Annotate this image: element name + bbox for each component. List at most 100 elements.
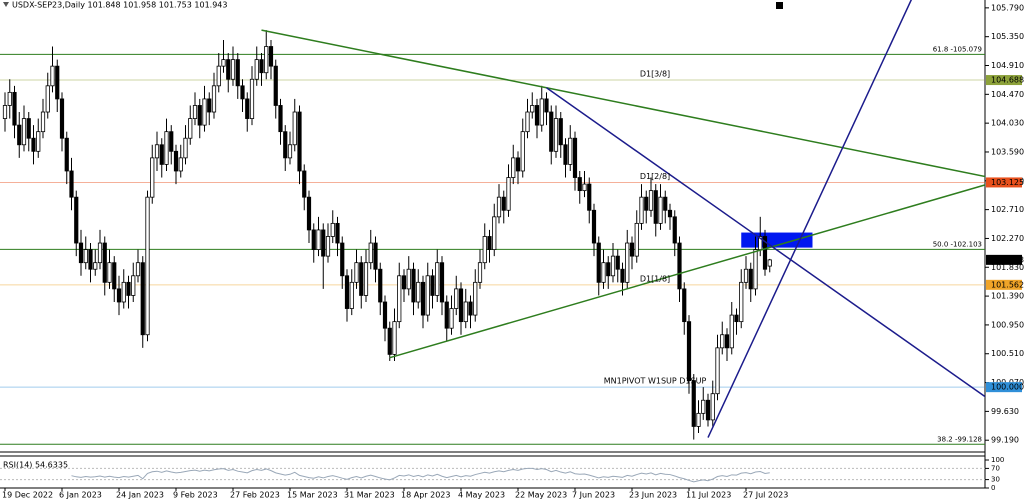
candle-body	[425, 275, 430, 316]
candle-body	[663, 196, 668, 211]
candle-body	[306, 196, 312, 231]
x-tick-label: 23 Jun 2023	[629, 491, 677, 500]
candle-body	[682, 288, 687, 323]
candle-body	[283, 131, 288, 159]
x-tick-label: 15 Mar 2023	[287, 491, 338, 500]
candle-body	[335, 222, 340, 244]
candle-body	[677, 242, 682, 290]
price-label: 101.562	[991, 280, 1024, 289]
candle-body	[696, 412, 701, 427]
candle-body	[454, 288, 459, 309]
candle-body	[615, 255, 620, 270]
candle-body	[268, 46, 274, 67]
candle-body	[739, 281, 744, 323]
candle-body	[492, 216, 497, 250]
candle-body	[715, 347, 720, 395]
price-label-box	[986, 177, 1022, 188]
y-tick-label: 101.830	[991, 263, 1024, 272]
candle-body	[164, 131, 169, 165]
candle-body	[197, 105, 202, 126]
candle-body	[501, 196, 506, 211]
candle-body	[259, 59, 264, 74]
rsi-title: RSI(14) 54.6335	[3, 461, 68, 470]
candle-body	[563, 144, 568, 165]
candle-body	[629, 242, 635, 257]
trade-button[interactable]	[776, 2, 783, 9]
candle-body	[724, 334, 730, 349]
x-tick-label: 11 Jul 2023	[686, 491, 731, 500]
candle-body	[435, 262, 440, 296]
candle-body	[382, 301, 388, 329]
candle-body	[672, 216, 677, 244]
candle-body	[40, 111, 46, 133]
rsi-line	[71, 467, 770, 483]
candle-body	[192, 105, 198, 119]
y-tick-label: 104.470	[991, 90, 1024, 99]
price-label-box	[986, 75, 1022, 86]
rsi-tick-label: 100	[991, 456, 1004, 464]
candle-body	[202, 98, 207, 126]
price-label-box	[986, 382, 1022, 393]
candle-body	[387, 327, 392, 355]
candle-body	[496, 196, 502, 218]
x-tick-label: 22 May 2023	[515, 491, 567, 500]
candle-body	[235, 59, 240, 87]
candle-body	[26, 118, 31, 139]
trendline	[389, 184, 985, 359]
candle-body	[302, 170, 307, 198]
candle-body	[50, 65, 55, 87]
candle-body	[416, 281, 421, 303]
candle-body	[359, 262, 364, 296]
candle-body	[36, 131, 41, 152]
candle-body	[150, 157, 155, 198]
trendline	[261, 29, 985, 178]
candle-body	[55, 65, 60, 100]
candle-body	[449, 308, 454, 329]
candle-body	[577, 177, 582, 192]
candle-body	[273, 65, 278, 106]
candle-body	[444, 301, 449, 329]
candle-body	[159, 144, 164, 165]
price-label: 100.000	[991, 383, 1024, 392]
candle-body	[620, 268, 625, 283]
candle-body	[625, 242, 630, 283]
candle-body	[686, 321, 692, 381]
candle-body	[17, 124, 22, 146]
candle-body	[154, 144, 160, 159]
candle-body	[363, 262, 369, 296]
candle-body	[568, 137, 573, 165]
candle-body	[430, 275, 435, 296]
candle-body	[411, 268, 416, 303]
trendline	[546, 87, 985, 398]
candle-body	[226, 59, 231, 80]
candle-body	[78, 242, 84, 264]
candle-body	[245, 98, 250, 119]
candle-body	[173, 150, 179, 172]
candle-body	[7, 91, 12, 106]
candle-body	[211, 85, 217, 113]
candle-body	[88, 249, 93, 270]
candle-body	[473, 281, 478, 316]
candle-body	[587, 183, 592, 211]
candle-body	[653, 190, 658, 224]
candle-body	[477, 262, 483, 283]
price-label: 103.125	[991, 178, 1024, 187]
x-tick-label: 7 Jun 2023	[572, 491, 615, 500]
x-tick-label: 4 May 2023	[458, 491, 505, 500]
candle-body	[264, 46, 269, 74]
candle-body	[482, 236, 487, 264]
current-price: 101.943	[991, 255, 1024, 264]
candle-body	[135, 262, 141, 277]
candle-body	[330, 222, 335, 237]
candle-body	[601, 262, 606, 283]
candle-body	[463, 301, 468, 323]
trendline	[707, 0, 913, 438]
y-tick-label: 100.510	[991, 349, 1024, 358]
x-tick-label: 6 Jan 2023	[59, 491, 102, 500]
candle-body	[325, 236, 331, 257]
candle-body	[178, 157, 183, 172]
candle-body	[216, 65, 221, 87]
candle-body	[131, 275, 136, 296]
